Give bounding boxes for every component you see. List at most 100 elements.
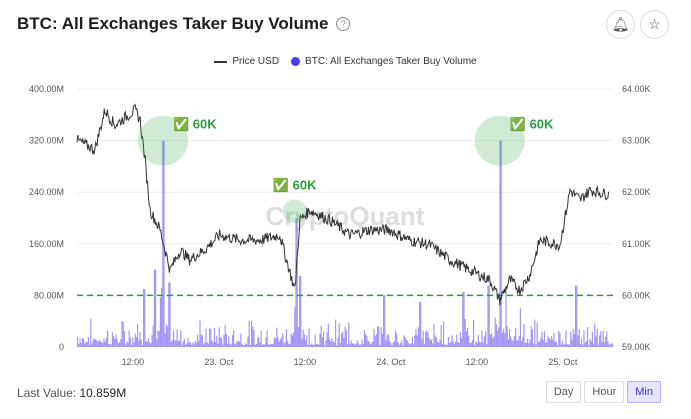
watermark: CryptoQuant [266, 201, 425, 231]
volume-bar [147, 338, 149, 347]
star-icon[interactable]: ☆ [640, 10, 669, 39]
volume-bar [519, 308, 521, 347]
volume-bar [141, 344, 143, 347]
volume-bar [438, 342, 440, 347]
volume-bar [246, 344, 248, 347]
volume-bar [224, 324, 226, 347]
volume-bar [257, 338, 259, 347]
volume-bar [461, 337, 463, 347]
volume-bar [324, 345, 326, 347]
volume-bar [197, 334, 199, 347]
volume-bar [323, 331, 325, 347]
volume-bar [297, 327, 299, 347]
volume-bar [542, 339, 544, 347]
volume-bar [321, 337, 323, 347]
volume-bar [294, 307, 296, 347]
volume-bar [540, 338, 542, 347]
day-button[interactable]: Day [545, 381, 582, 403]
volume-bar [369, 344, 371, 347]
volume-bar [357, 342, 359, 347]
y-left-tick: 240.00M [29, 187, 64, 197]
volume-bar [386, 335, 388, 347]
volume-bar [440, 324, 442, 347]
volume-bar [588, 345, 590, 347]
volume-bar [89, 344, 91, 347]
volume-bar [113, 336, 115, 347]
volume-bar [456, 334, 458, 347]
volume-bar [277, 337, 279, 347]
volume-bar [416, 335, 418, 347]
volume-bar [541, 332, 543, 347]
volume-bar [198, 340, 200, 347]
volume-bar [213, 328, 215, 347]
volume-bar [407, 340, 409, 347]
volume-bar [515, 327, 517, 347]
volume-bar [493, 336, 495, 347]
volume-bar [525, 342, 527, 347]
volume-bar [565, 330, 567, 347]
min-button[interactable]: Min [627, 381, 661, 403]
legend-volume[interactable]: BTC: All Exchanges Taker Buy Volume [291, 56, 477, 67]
volume-bar [433, 324, 435, 347]
volume-bar [473, 319, 475, 347]
volume-bar [254, 344, 256, 347]
volume-bar [205, 328, 207, 347]
volume-bar [240, 333, 242, 347]
volume-bar [206, 342, 208, 347]
bell-icon[interactable]: 🔔︎ [606, 10, 635, 39]
volume-bar [601, 341, 603, 347]
volume-bar [98, 339, 100, 347]
volume-bar [161, 287, 163, 347]
volume-bar [115, 334, 117, 347]
volume-bar [177, 340, 179, 347]
volume-bar [99, 341, 101, 347]
hour-button[interactable]: Hour [584, 381, 625, 403]
volume-bar [612, 344, 614, 347]
volume-bar [119, 342, 121, 347]
volume-bar [355, 343, 357, 347]
volume-bar [149, 342, 151, 347]
volume-bar [164, 333, 166, 347]
volume-bar [575, 285, 577, 347]
volume-bar [139, 331, 141, 347]
volume-bar [168, 282, 170, 347]
volume-bar [121, 320, 123, 347]
volume-bar [510, 336, 512, 347]
volume-bar [451, 335, 453, 347]
annotation-label: ✅ 60K [173, 117, 217, 132]
legend-volume-label: BTC: All Exchanges Taker Buy Volume [305, 56, 477, 67]
legend-price[interactable]: Price USD [214, 56, 279, 67]
volume-bar [313, 344, 315, 347]
volume-bar [281, 337, 283, 347]
volume-bar [429, 340, 431, 347]
volume-bar [210, 328, 212, 347]
volume-bar [296, 218, 298, 347]
volume-bar [414, 335, 416, 347]
volume-bar [415, 329, 417, 347]
volume-bar [188, 342, 190, 347]
volume-bar [558, 330, 560, 347]
volume-bar [343, 338, 345, 347]
volume-bar [595, 336, 597, 347]
volume-bar [236, 340, 238, 347]
volume-bar [549, 339, 551, 347]
volume-bar [569, 344, 571, 347]
volume-bar [201, 335, 203, 347]
interval-buttons: Day Hour Min [545, 381, 661, 403]
volume-bar [447, 337, 449, 347]
help-icon[interactable]: ? [336, 17, 351, 31]
volume-bar [483, 336, 485, 347]
volume-bar [269, 344, 271, 347]
volume-bar [299, 276, 301, 347]
volume-bar [507, 339, 509, 347]
volume-bar [486, 344, 488, 347]
volume-bar [552, 339, 554, 347]
volume-bar [453, 344, 455, 347]
volume-bar [446, 344, 448, 347]
chart-area[interactable]: 0 59.00K 80.00M 60.00K 160.00M 61.00K 240.00M 6… [0, 0, 691, 380]
volume-bar [441, 344, 443, 347]
volume-bar [413, 344, 415, 347]
volume-bar [311, 343, 313, 347]
volume-bar [513, 336, 515, 347]
volume-bar [84, 343, 86, 347]
